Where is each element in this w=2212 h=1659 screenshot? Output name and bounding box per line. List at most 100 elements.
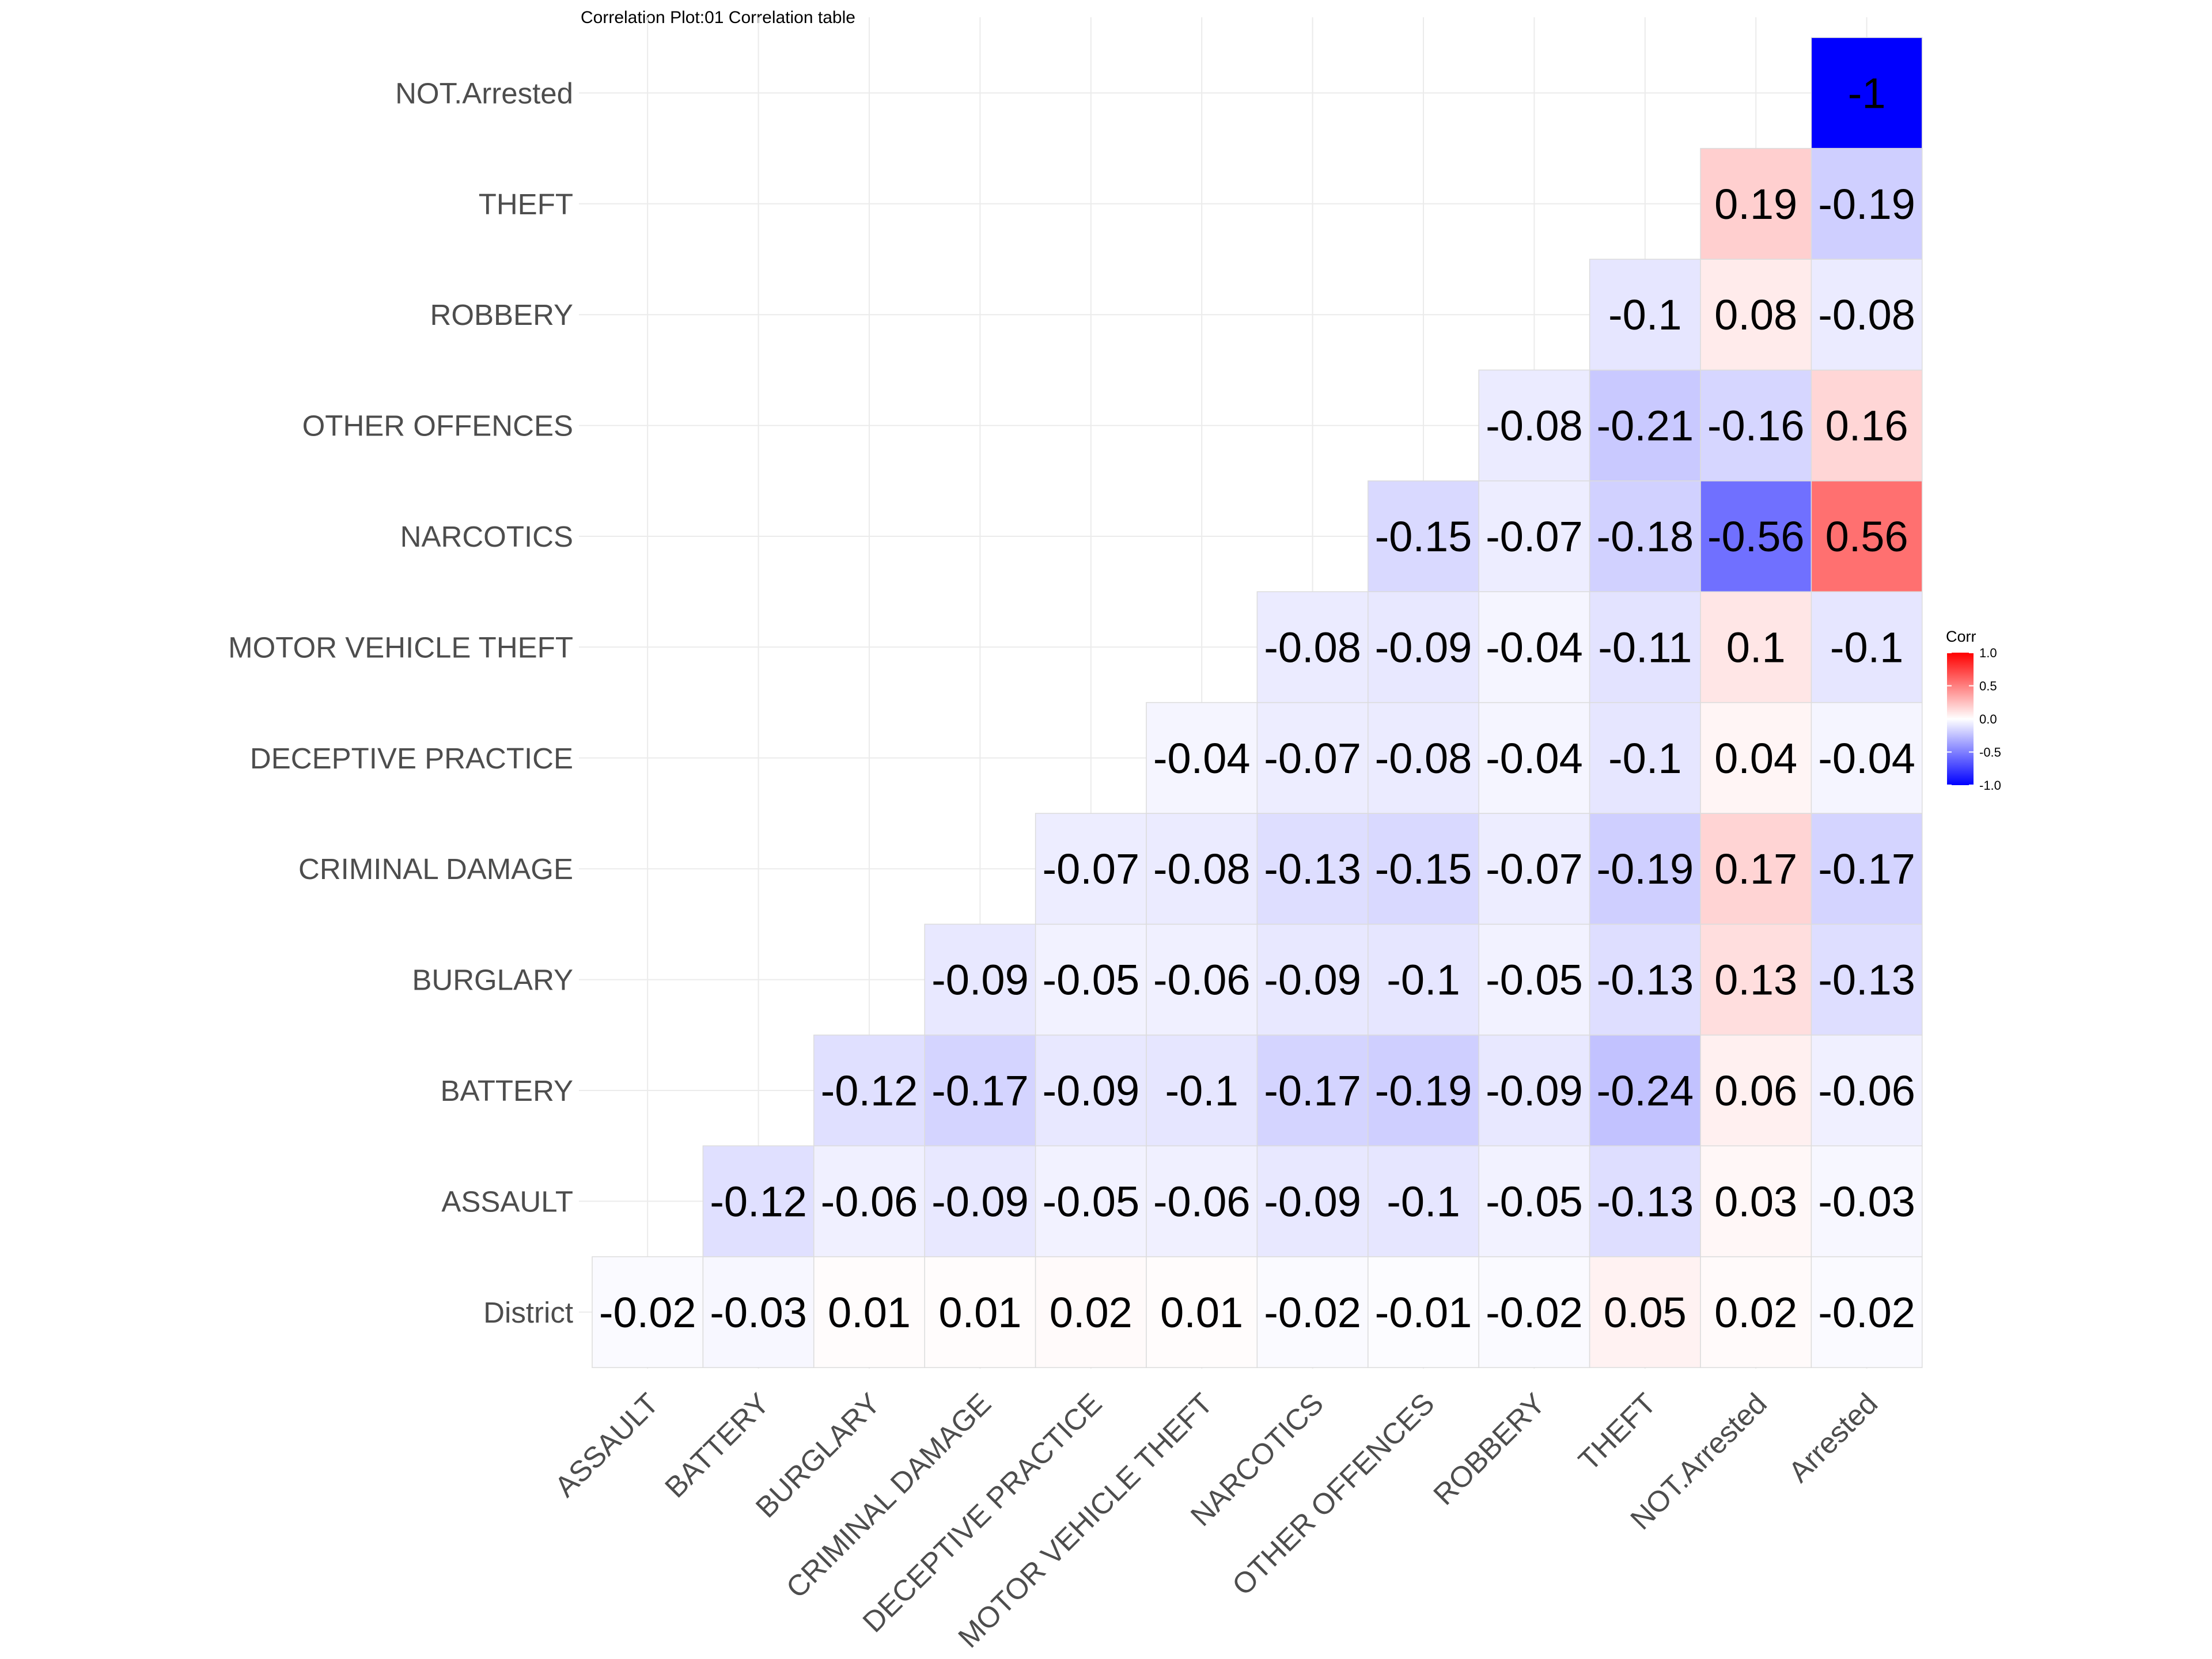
cell-value: 0.01 — [828, 1289, 911, 1336]
x-tick-label: OTHER OFFENCES — [1226, 1387, 1441, 1601]
cell-value: 0.02 — [1714, 1289, 1797, 1336]
cell-value: -0.02 — [1486, 1289, 1583, 1336]
cell-value: -0.06 — [1153, 1177, 1251, 1225]
cell-value: -0.04 — [1153, 734, 1251, 782]
cell-value: -0.06 — [1818, 1067, 1915, 1115]
cell-value: -0.04 — [1818, 734, 1915, 782]
heatmap-cell — [1368, 1256, 1479, 1368]
heatmap-tiles — [592, 37, 1923, 1368]
cell-value: -0.02 — [1818, 1289, 1915, 1336]
cell-value: -0.05 — [1042, 1177, 1139, 1225]
heatmap-cell — [1810, 813, 1923, 925]
cell-value: -0.17 — [1264, 1067, 1361, 1115]
cell-value: -0.09 — [1264, 1177, 1361, 1225]
heatmap-cell — [1589, 923, 1701, 1036]
x-tick-label: THEFT — [1572, 1387, 1662, 1476]
heatmap-cell — [1368, 591, 1479, 703]
heatmap-cell — [1368, 1035, 1479, 1146]
cell-value: -0.08 — [1375, 734, 1472, 782]
heatmap-cell — [1146, 813, 1258, 925]
cell-value: -0.09 — [1264, 956, 1361, 1004]
heatmap-cell — [1810, 923, 1923, 1036]
cell-value: -0.21 — [1596, 402, 1694, 450]
heatmap-cell — [1700, 702, 1812, 814]
heatmap-cell — [1146, 702, 1258, 814]
cell-value: -0.07 — [1042, 845, 1139, 893]
cell-value: -0.1 — [1387, 956, 1460, 1004]
cell-value: -0.1 — [1165, 1067, 1238, 1115]
heatmap-cell — [1810, 591, 1923, 703]
heatmap-cell — [1256, 591, 1369, 703]
cell-value: -0.09 — [931, 1177, 1029, 1225]
cell-value: -0.24 — [1596, 1067, 1694, 1115]
heatmap-cell — [1478, 591, 1590, 703]
y-tick-label: BATTERY — [441, 1074, 574, 1107]
cell-value: 0.08 — [1714, 291, 1797, 339]
heatmap-cell — [1146, 923, 1258, 1036]
heatmap-cell — [1700, 1256, 1812, 1368]
cell-value: -0.06 — [1153, 956, 1251, 1004]
heatmap-cell — [1256, 1035, 1369, 1146]
heatmap-cell — [1146, 1145, 1258, 1257]
heatmap-cell — [1478, 1035, 1590, 1146]
cell-value: -0.02 — [599, 1289, 696, 1336]
cell-value: 0.13 — [1714, 956, 1797, 1004]
y-tick-label: ROBBERY — [430, 298, 573, 331]
cell-value: 0.01 — [1160, 1289, 1243, 1336]
heatmap-cell — [1256, 813, 1369, 925]
cell-value: -0.19 — [1375, 1067, 1472, 1115]
cell-value: -0.08 — [1153, 845, 1251, 893]
y-tick-label: ASSAULT — [441, 1185, 573, 1218]
cell-value: -0.12 — [710, 1177, 807, 1225]
cell-value: -0.11 — [1598, 623, 1692, 671]
cell-value: 0.16 — [1825, 402, 1908, 450]
heatmap-cell — [1810, 1035, 1923, 1146]
cell-value: -0.13 — [1596, 1177, 1694, 1225]
cell-value: 0.04 — [1714, 734, 1797, 782]
cell-value: -0.09 — [931, 956, 1029, 1004]
y-tick-label: NOT.Arrested — [395, 77, 573, 109]
cell-value: -0.05 — [1042, 956, 1139, 1004]
cell-value: -0.1 — [1608, 291, 1682, 339]
cell-value: -0.1 — [1830, 623, 1904, 671]
y-tick-label: DECEPTIVE PRACTICE — [250, 742, 573, 775]
cell-value: -0.13 — [1818, 956, 1915, 1004]
heatmap-cell — [1478, 702, 1590, 814]
cell-value: -0.04 — [1486, 734, 1583, 782]
heatmap-cell — [1700, 1145, 1812, 1257]
heatmap-cell — [1810, 259, 1923, 371]
cell-value: -0.09 — [1486, 1067, 1583, 1115]
legend-tick-label: 0.5 — [1979, 679, 1997, 694]
heatmap-cell — [1589, 259, 1701, 371]
cell-value: 0.1 — [1726, 623, 1786, 671]
cell-value: 0.06 — [1714, 1067, 1797, 1115]
cell-value: -0.16 — [1707, 402, 1805, 450]
heatmap-cell — [1700, 591, 1812, 703]
cell-value: -1 — [1848, 69, 1886, 117]
heatmap-cell — [1589, 1035, 1701, 1146]
y-tick-label: CRIMINAL DAMAGE — [298, 853, 573, 885]
heatmap-cell — [1700, 259, 1812, 371]
y-tick-label: THEFT — [479, 188, 573, 221]
cell-value: -0.1 — [1608, 734, 1682, 782]
heatmap-cell — [1478, 1256, 1590, 1368]
cell-value: -0.15 — [1375, 513, 1472, 560]
heatmap-cell — [702, 1145, 815, 1257]
heatmap-cell — [813, 1035, 925, 1146]
heatmap-cell — [1589, 480, 1701, 592]
heatmap-cell — [1368, 813, 1479, 925]
heatmap-cell — [1035, 1035, 1147, 1146]
cell-value: 0.05 — [1604, 1289, 1687, 1336]
heatmap-cell — [1810, 1256, 1923, 1368]
heatmap-cell — [1146, 1035, 1258, 1146]
x-tick-label: Arrested — [1782, 1387, 1884, 1488]
heatmap-cell — [1700, 369, 1812, 482]
heatmap-cell — [1478, 923, 1590, 1036]
cell-value: -0.12 — [821, 1067, 918, 1115]
cell-value: -0.1 — [1387, 1177, 1460, 1225]
x-tick-label: CRIMINAL DAMAGE — [780, 1387, 998, 1604]
heatmap-cell — [1810, 37, 1923, 149]
cell-value: -0.05 — [1486, 956, 1583, 1004]
heatmap-cell — [1035, 813, 1147, 925]
